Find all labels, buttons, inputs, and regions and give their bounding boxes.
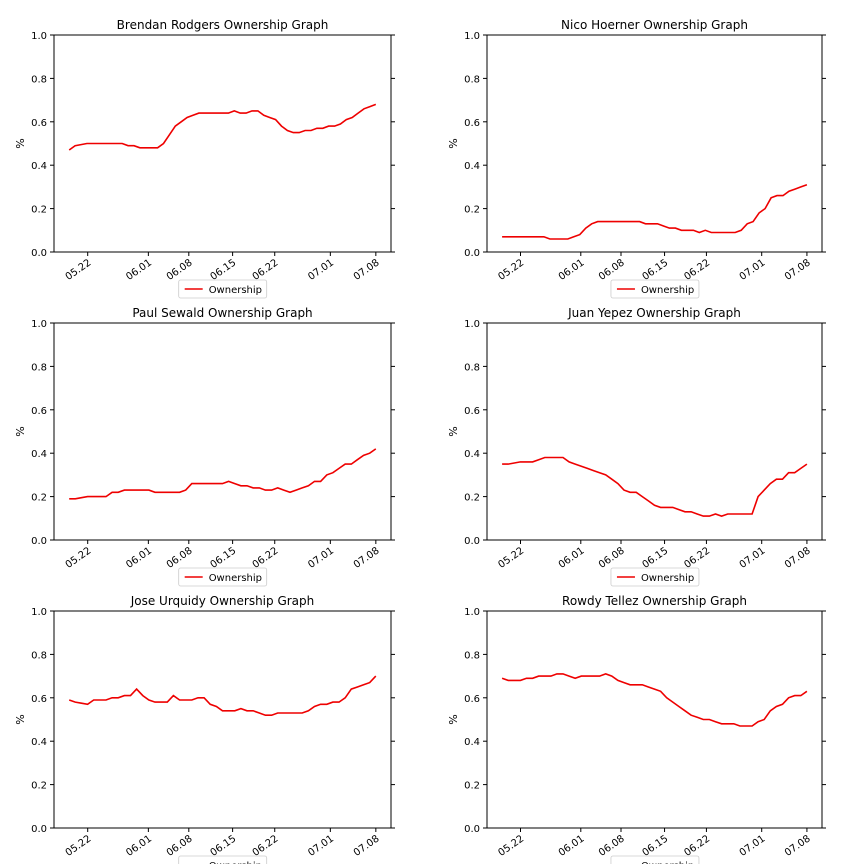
legend-box bbox=[178, 567, 268, 587]
legend-box bbox=[610, 567, 700, 587]
legend: Ownership bbox=[610, 567, 700, 587]
y-tick-label: 1.0 bbox=[31, 31, 47, 42]
legend: Ownership bbox=[610, 855, 700, 864]
legend-label: Ownership bbox=[641, 285, 694, 296]
y-tick-label: 0.4 bbox=[31, 161, 47, 172]
y-tick-label: 0.4 bbox=[31, 449, 47, 460]
y-tick-label: 1.0 bbox=[464, 319, 480, 330]
y-tick-label: 0.0 bbox=[464, 536, 480, 547]
chart-title: Juan Yepez Ownership Graph bbox=[567, 306, 741, 320]
y-tick-label: 0.4 bbox=[31, 737, 47, 748]
y-tick-label: 0.8 bbox=[31, 362, 47, 373]
legend-label: Ownership bbox=[209, 573, 262, 584]
legend: Ownership bbox=[178, 855, 268, 864]
y-tick-label: 1.0 bbox=[464, 607, 480, 618]
y-tick-label: 0.4 bbox=[464, 737, 480, 748]
y-tick-label: 0.0 bbox=[31, 824, 47, 835]
y-tick-label: 1.0 bbox=[31, 607, 47, 618]
y-tick-label: 1.0 bbox=[464, 31, 480, 42]
plot-frame bbox=[486, 34, 823, 253]
ownership-line bbox=[502, 456, 808, 517]
legend: Ownership bbox=[178, 279, 268, 299]
y-tick-label: 0.2 bbox=[31, 205, 47, 216]
plot-frame bbox=[486, 322, 823, 541]
plot-frame bbox=[53, 322, 392, 541]
y-tick-label: 0.8 bbox=[464, 650, 480, 661]
y-tick-label: 0.2 bbox=[464, 493, 480, 504]
ownership-line bbox=[501, 673, 808, 727]
ownership-line bbox=[68, 103, 377, 151]
y-tick-label: 0.0 bbox=[464, 824, 480, 835]
ownership-line bbox=[69, 448, 377, 500]
y-tick-label: 1.0 bbox=[31, 319, 47, 330]
legend-label: Ownership bbox=[641, 573, 694, 584]
plot-frame bbox=[53, 610, 392, 829]
y-tick-label: 0.4 bbox=[464, 161, 480, 172]
legend-box bbox=[610, 855, 700, 864]
y-tick-label: 0.6 bbox=[31, 406, 47, 417]
y-axis-label: % bbox=[447, 714, 460, 724]
y-tick-label: 0.6 bbox=[31, 118, 47, 129]
legend: Ownership bbox=[178, 567, 268, 587]
subplots-container: Brendan Rodgers Ownership Graph% 0.0 0.2 0.… bbox=[14, 18, 826, 864]
chart-title: Jose Urquidy Ownership Graph bbox=[130, 594, 315, 608]
chart-title: Paul Sewald Ownership Graph bbox=[132, 306, 312, 320]
y-tick-label: 0.8 bbox=[31, 650, 47, 661]
y-tick-label: 0.6 bbox=[464, 406, 480, 417]
y-tick-label: 0.6 bbox=[464, 694, 480, 705]
legend-box bbox=[610, 279, 700, 299]
legend-box bbox=[178, 279, 268, 299]
y-tick-label: 0.2 bbox=[464, 781, 480, 792]
y-tick-label: 0.2 bbox=[464, 205, 480, 216]
chart-title: Brendan Rodgers Ownership Graph bbox=[117, 18, 329, 32]
chart-title: Nico Hoerner Ownership Graph bbox=[561, 18, 748, 32]
plot-frame bbox=[486, 610, 823, 829]
ownership-line bbox=[502, 183, 808, 240]
y-tick-label: 0.6 bbox=[31, 694, 47, 705]
y-axis-label: % bbox=[447, 426, 460, 436]
legend-label: Ownership bbox=[209, 285, 262, 296]
y-tick-label: 0.8 bbox=[31, 74, 47, 85]
y-axis-label: % bbox=[447, 138, 460, 148]
y-tick-label: 0.2 bbox=[31, 781, 47, 792]
ownership-line bbox=[68, 675, 377, 717]
y-tick-label: 0.2 bbox=[31, 493, 47, 504]
y-tick-label: 0.6 bbox=[464, 118, 480, 129]
legend-label: Ownership bbox=[209, 861, 262, 864]
legend-box bbox=[178, 855, 268, 864]
plot-frame bbox=[53, 34, 392, 253]
y-axis-label: % bbox=[14, 138, 27, 148]
legend-label: Ownership bbox=[641, 861, 694, 864]
y-axis-label: % bbox=[14, 714, 27, 724]
y-axis-label: % bbox=[14, 426, 27, 436]
y-tick-label: 0.8 bbox=[464, 362, 480, 373]
y-tick-label: 0.0 bbox=[31, 536, 47, 547]
y-tick-label: 0.4 bbox=[464, 449, 480, 460]
y-tick-label: 0.8 bbox=[464, 74, 480, 85]
chart-title: Rowdy Tellez Ownership Graph bbox=[562, 594, 747, 608]
legend: Ownership bbox=[610, 279, 700, 299]
y-tick-label: 0.0 bbox=[31, 248, 47, 259]
y-tick-label: 0.0 bbox=[464, 248, 480, 259]
